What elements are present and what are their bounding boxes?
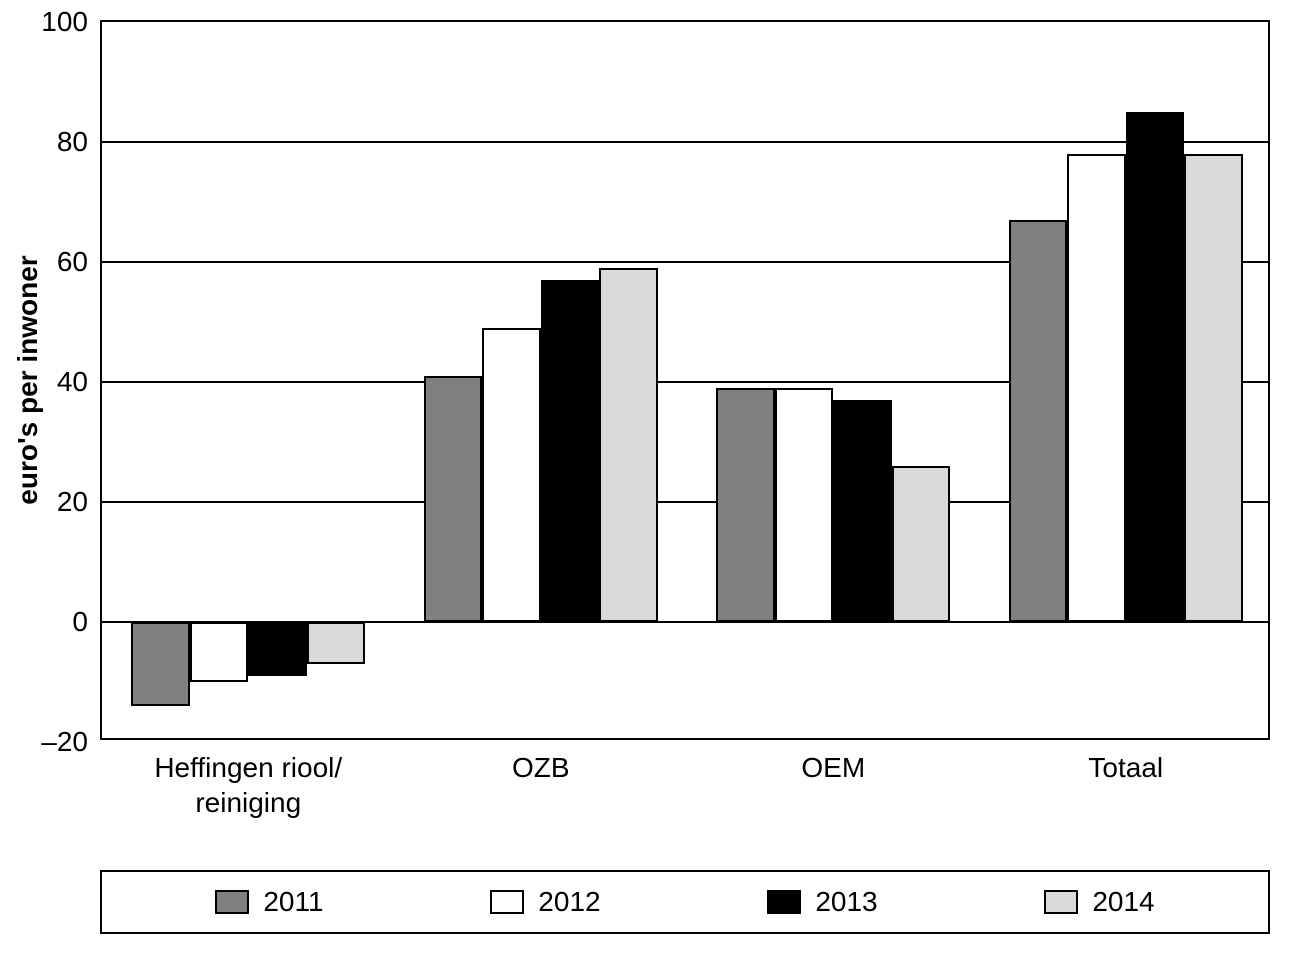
y-tick-label: 100	[41, 6, 102, 38]
legend-label: 2011	[263, 886, 323, 918]
bar-chart: –20 0 20 40 60 80 100 Heffingen riool/ reinigin…	[0, 0, 1297, 955]
y-tick-label: 40	[57, 366, 102, 398]
bar-oem-2012	[775, 388, 834, 622]
y-tick-label: 20	[57, 486, 102, 518]
legend-item-2013: 2013	[767, 886, 877, 918]
legend-item-2011: 2011	[215, 886, 323, 918]
x-category-label: Totaal	[1088, 738, 1163, 785]
zero-line	[102, 621, 1268, 623]
y-tick-label: 80	[57, 126, 102, 158]
bar-totaal-2012	[1067, 154, 1126, 622]
bar-heffingen-2014	[307, 622, 366, 664]
legend-label: 2013	[815, 886, 877, 918]
bar-heffingen-2012	[190, 622, 249, 682]
bar-ozb-2013	[541, 280, 600, 622]
bar-heffingen-2013	[248, 622, 307, 676]
bar-totaal-2011	[1009, 220, 1068, 622]
legend-swatch	[1044, 890, 1078, 914]
bar-ozb-2014	[599, 268, 658, 622]
x-category-label: OEM	[801, 738, 865, 785]
gridline	[102, 141, 1268, 143]
bar-oem-2011	[716, 388, 775, 622]
x-category-label: OZB	[512, 738, 570, 785]
legend: 2011 2012 2013 2014	[100, 870, 1270, 934]
legend-swatch	[767, 890, 801, 914]
bar-heffingen-2011	[131, 622, 190, 706]
legend-item-2014: 2014	[1044, 886, 1154, 918]
bar-ozb-2012	[482, 328, 541, 622]
x-category-label: Heffingen riool/ reiniging	[154, 738, 342, 820]
bar-oem-2013	[833, 400, 892, 622]
bar-ozb-2011	[424, 376, 483, 622]
legend-swatch	[490, 890, 524, 914]
legend-label: 2012	[538, 886, 600, 918]
y-tick-label: –20	[41, 726, 102, 758]
y-tick-label: 0	[72, 606, 102, 638]
y-tick-label: 60	[57, 246, 102, 278]
y-axis-title: euro's per inwoner	[12, 255, 44, 504]
plot-area: –20020406080100Heffingen riool/ reinigin…	[100, 20, 1270, 740]
bar-totaal-2014	[1184, 154, 1243, 622]
bar-totaal-2013	[1126, 112, 1185, 622]
legend-swatch	[215, 890, 249, 914]
legend-item-2012: 2012	[490, 886, 600, 918]
legend-label: 2014	[1092, 886, 1154, 918]
bar-oem-2014	[892, 466, 951, 622]
